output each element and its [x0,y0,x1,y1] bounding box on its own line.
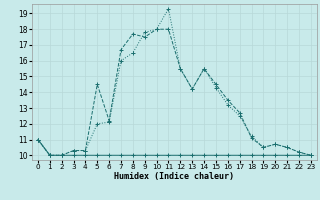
X-axis label: Humidex (Indice chaleur): Humidex (Indice chaleur) [115,172,234,181]
